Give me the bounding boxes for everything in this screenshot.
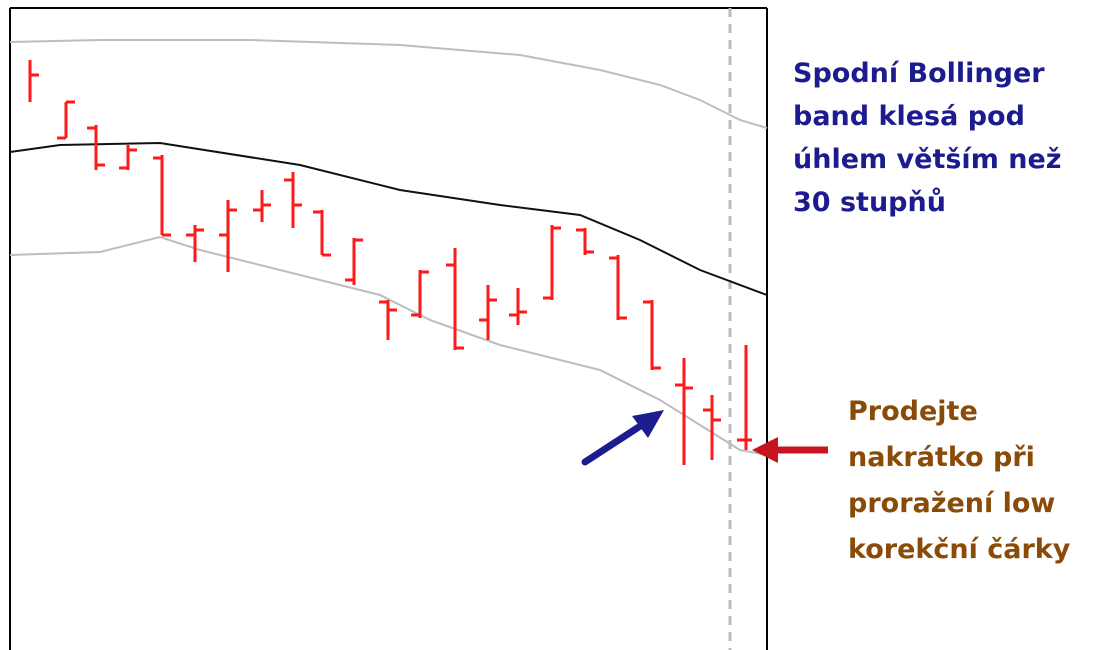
price-bar xyxy=(57,100,75,140)
price-bar xyxy=(543,225,561,300)
blue-arrow xyxy=(581,410,664,466)
price-bar xyxy=(379,300,397,340)
price-bar xyxy=(219,200,237,272)
price-bar xyxy=(153,155,171,237)
note-line: úhlem větším než xyxy=(793,144,1061,175)
price-bars xyxy=(28,60,752,465)
note-line: Prodejte xyxy=(848,396,978,427)
arrow-shaft xyxy=(581,419,649,466)
lower-band xyxy=(9,235,768,456)
price-bar xyxy=(411,270,429,318)
price-bar xyxy=(253,190,271,222)
note-line: korekční čárky xyxy=(848,534,1071,565)
note-line: band klesá pod xyxy=(793,101,1025,132)
price-bar xyxy=(609,255,627,320)
price-bar xyxy=(737,345,752,450)
arrow-head xyxy=(632,410,664,438)
price-bar xyxy=(345,238,363,285)
price-bar xyxy=(643,300,661,370)
note-line: 30 stupňů xyxy=(793,187,946,218)
plot-frame xyxy=(9,7,768,650)
price-bar xyxy=(28,60,39,102)
top-note: Spodní Bollinger band klesá pod úhlem vě… xyxy=(793,58,1061,218)
red-arrow xyxy=(752,437,828,463)
price-bar xyxy=(675,358,693,465)
price-bar xyxy=(576,228,594,255)
price-bar xyxy=(313,210,331,257)
arrow-head xyxy=(752,437,778,463)
price-bar xyxy=(284,172,302,228)
note-line: nakrátko při xyxy=(848,442,1035,473)
price-bar xyxy=(87,125,105,170)
price-bar xyxy=(446,248,464,350)
upper-band xyxy=(9,39,768,129)
price-bar xyxy=(186,225,204,262)
price-bar xyxy=(119,145,137,170)
middle-band xyxy=(9,141,768,296)
price-bar xyxy=(703,395,721,460)
note-line: Spodní Bollinger xyxy=(793,58,1045,89)
bottom-note: Prodejte nakrátko při proražení low kore… xyxy=(848,396,1071,565)
note-line: proražení low xyxy=(848,488,1055,519)
price-bar xyxy=(509,288,527,325)
price-bar xyxy=(479,285,497,340)
